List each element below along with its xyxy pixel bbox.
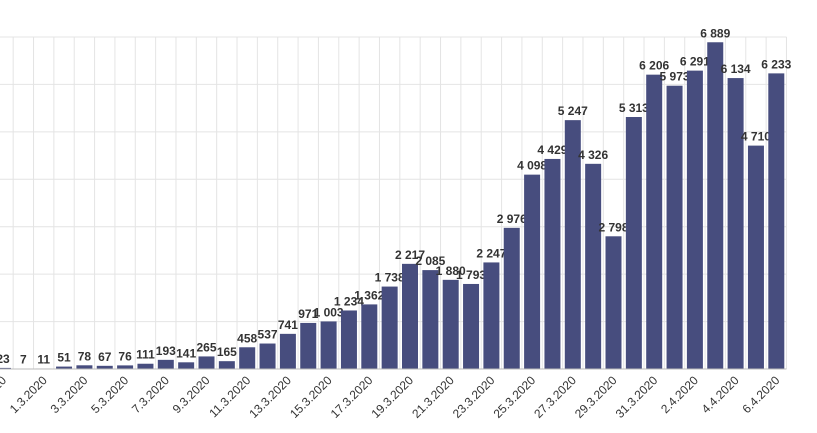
value-label: 141 [176, 346, 196, 360]
value-label: 5 247 [558, 104, 588, 118]
x-tick-label: 6.4.2020 [739, 373, 782, 416]
bar [483, 262, 500, 369]
value-label: 1 003 [314, 305, 344, 319]
bar [564, 120, 581, 369]
bar [442, 279, 459, 369]
bar [463, 283, 480, 369]
bar [646, 74, 663, 369]
bar [524, 174, 541, 369]
value-label: 1 234 [334, 294, 364, 308]
value-label: 2 217 [395, 248, 425, 262]
value-label: 4 326 [578, 148, 608, 162]
value-label: 5 313 [619, 101, 649, 115]
value-label: 971 [298, 307, 318, 321]
x-tick-label: 5.3.2020 [88, 373, 131, 416]
value-label: 6 291 [680, 55, 710, 69]
bar [747, 145, 764, 369]
value-label: 4 710 [741, 130, 771, 144]
x-tick-label: 17.3.2020 [328, 373, 376, 421]
bar [422, 270, 439, 369]
bar [320, 321, 337, 369]
bar [727, 78, 744, 369]
bar [96, 365, 113, 369]
x-tick-label: 3.3.2020 [48, 373, 91, 416]
bar [157, 359, 174, 369]
value-label: 11 [37, 352, 50, 366]
value-label: 1 738 [375, 271, 405, 285]
bar [259, 343, 276, 369]
bar [300, 322, 317, 369]
x-tick-label: 13.3.2020 [246, 373, 294, 421]
bar [544, 158, 561, 369]
value-label: 458 [237, 331, 257, 345]
bar [178, 362, 195, 369]
x-tick-label: 23.3.2020 [450, 373, 498, 421]
bar [666, 85, 683, 370]
x-tick-label: 1.3.2020 [7, 373, 50, 416]
bar [0, 367, 11, 369]
x-tick-label: 21.3.2020 [409, 373, 457, 421]
bar [402, 263, 418, 369]
bar [239, 347, 256, 369]
value-label: 4 429 [537, 143, 567, 157]
bar [503, 227, 520, 369]
x-tick-label: 29.3.2020 [572, 373, 620, 421]
value-label: 6 134 [721, 62, 751, 76]
x-tick-label: 15.3.2020 [287, 373, 335, 421]
bar [340, 310, 357, 369]
value-label: 1 880 [436, 264, 466, 278]
value-label: 165 [217, 345, 237, 359]
x-tick-label: 27.3.2020 [531, 373, 579, 421]
x-tick-label: 25.3.2020 [491, 373, 539, 421]
bar [279, 333, 296, 369]
value-label: 6 233 [761, 57, 791, 71]
value-label: 741 [278, 318, 298, 332]
bar [381, 286, 398, 369]
x-tick-label: 4.4.2020 [699, 373, 742, 416]
x-tick-label: 7.3.2020 [129, 373, 172, 416]
x-tick-label: 19.3.2020 [368, 373, 416, 421]
bar [198, 356, 215, 369]
value-label: 23 [0, 352, 10, 366]
value-label: 67 [98, 350, 112, 364]
bar [707, 42, 724, 369]
value-label: 6 889 [700, 26, 730, 40]
value-label: 193 [156, 344, 176, 358]
x-tick-label: 28.2.2020 [0, 373, 9, 421]
value-label: 2 247 [476, 246, 506, 260]
bar [605, 236, 622, 369]
bar [361, 304, 378, 369]
bar [137, 363, 154, 369]
value-label: 5 973 [660, 70, 690, 84]
x-tick-label: 2.4.2020 [658, 373, 701, 416]
bar [117, 365, 134, 369]
value-label: 537 [258, 328, 278, 342]
value-label: 7 [20, 353, 27, 367]
value-label: 78 [78, 349, 92, 363]
value-label: 2 085 [415, 254, 445, 268]
value-label: 1 362 [354, 288, 384, 302]
bar [768, 73, 785, 369]
bar [625, 117, 642, 370]
bar [56, 366, 73, 369]
value-label: 4 098 [517, 159, 547, 173]
value-label: 111 [136, 348, 155, 362]
value-label: 1 793 [456, 268, 486, 282]
value-label: 6 206 [639, 59, 669, 73]
x-tick-label: 31.3.2020 [613, 373, 661, 421]
bar [218, 361, 235, 369]
bar [686, 70, 703, 369]
bar [76, 365, 93, 369]
x-tick-label: 11.3.2020 [206, 373, 253, 420]
value-label: 2 798 [598, 220, 628, 234]
value-label: 265 [196, 340, 216, 354]
bar [585, 163, 602, 369]
value-label: 76 [118, 349, 132, 363]
value-label: 2 976 [497, 212, 527, 226]
value-label: 51 [57, 351, 71, 365]
